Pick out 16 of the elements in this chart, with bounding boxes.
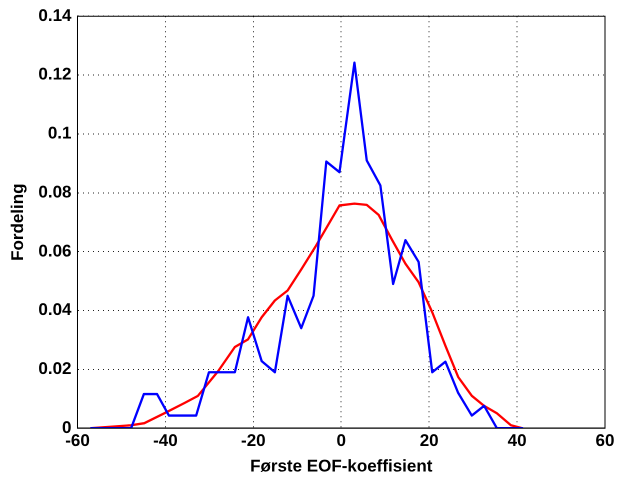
y-tick-label: 0.02 <box>38 359 72 378</box>
y-tick-label: 0.1 <box>48 124 72 143</box>
x-tick-label: 0 <box>336 431 346 450</box>
x-tick-label: 60 <box>596 431 614 450</box>
x-tick-label: 20 <box>420 431 439 450</box>
y-tick-label: 0 <box>62 418 72 437</box>
x-tick-label: -40 <box>153 431 178 450</box>
y-tick-label: 0.06 <box>38 241 72 260</box>
x-tick-label: -20 <box>241 431 266 450</box>
y-tick-label: 0.14 <box>38 6 72 25</box>
x-axis-title: Første EOF-koeffisient <box>250 456 433 476</box>
y-axis-title: Fordeling <box>8 183 27 261</box>
y-tick-label: 0.12 <box>38 64 72 84</box>
y-tick-label: 0.08 <box>38 182 72 202</box>
y-tick-label: 0.04 <box>38 300 72 320</box>
x-tick-label: 40 <box>508 431 527 450</box>
